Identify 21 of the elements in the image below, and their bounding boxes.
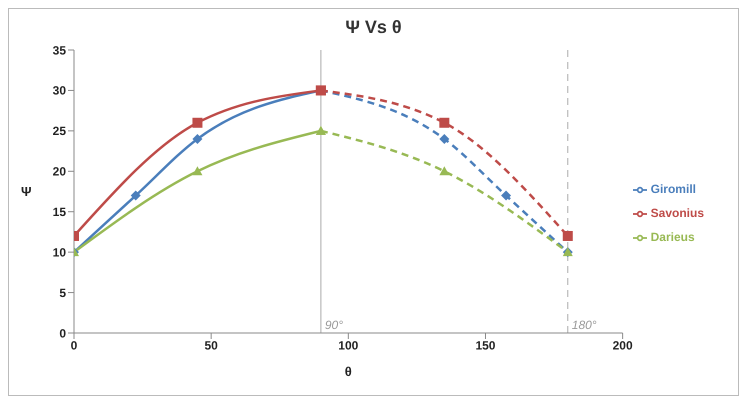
x-tick-label: 100: [338, 338, 359, 353]
legend-label: Darieus: [650, 230, 695, 244]
x-tick-label: 50: [204, 338, 218, 353]
legend-label: Giromill: [650, 182, 696, 196]
x-axis-title: θ: [344, 364, 352, 379]
ref-line-label: 180°: [572, 318, 597, 332]
y-axis-title: Ψ: [21, 184, 32, 200]
y-tick-label: 20: [52, 164, 66, 179]
legend-label: Savonius: [650, 206, 704, 220]
y-tick-label: 35: [52, 43, 66, 58]
y-tick-label: 0: [59, 326, 66, 340]
y-tick-label: 30: [52, 84, 66, 98]
y-tick-label: 5: [59, 286, 66, 300]
x-tick-label: 150: [475, 338, 496, 353]
x-tick-label: 200: [612, 338, 633, 353]
ref-line-label: 90°: [324, 318, 344, 332]
chart-title: Ψ Vs θ: [344, 16, 403, 38]
y-tick-label: 25: [52, 124, 66, 138]
y-tick-label: 10: [52, 245, 66, 260]
y-tick-label: 15: [52, 204, 66, 219]
x-tick-label: 0: [70, 338, 78, 353]
